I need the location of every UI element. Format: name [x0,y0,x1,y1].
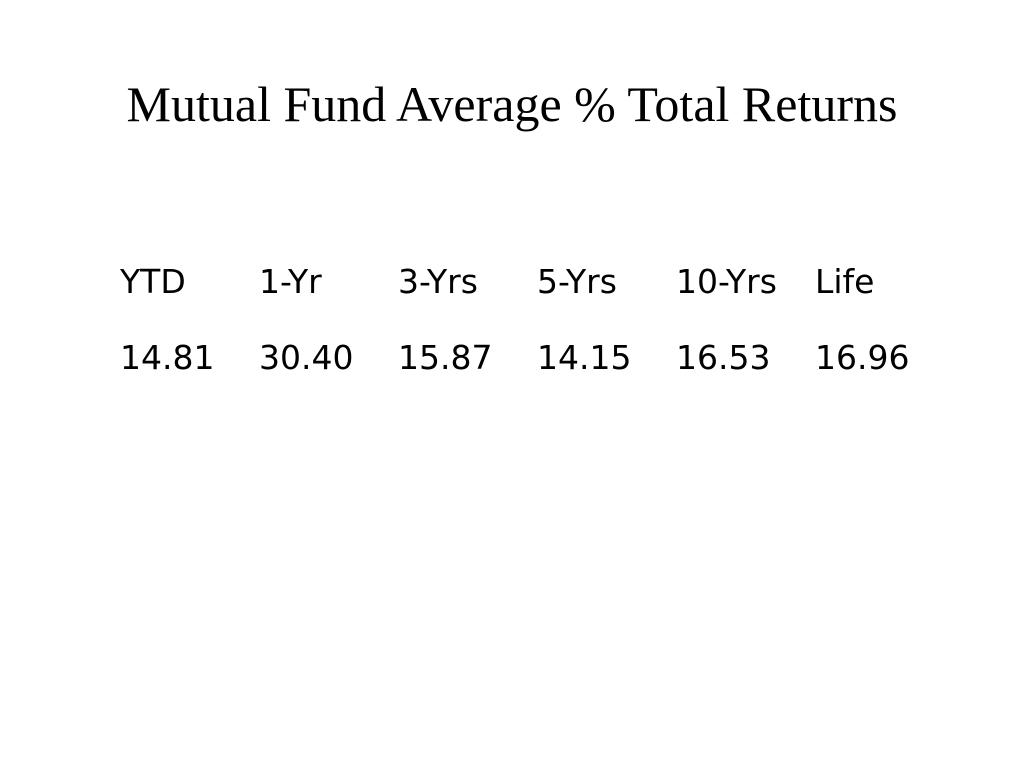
data-cell: 15.87 [398,338,493,377]
data-cell: 14.81 [120,338,215,377]
header-row: YTD 1-Yr 3-Yrs 5-Yrs 10-Yrs Life [120,262,954,338]
data-cell: 16.96 [815,338,910,377]
header-cell: 5-Yrs [537,262,617,301]
data-cell: 14.15 [537,338,632,377]
header-cell: Life [815,262,875,301]
data-cell: 16.53 [676,338,771,377]
header-cell: 3-Yrs [398,262,478,301]
header-cell: 10-Yrs [676,262,777,301]
header-cell: YTD [120,262,186,301]
header-cell: 1-Yr [259,262,322,301]
slide-title: Mutual Fund Average % Total Returns [126,76,898,132]
data-cell: 30.40 [259,338,354,377]
data-row: 14.81 30.40 15.87 14.15 16.53 16.96 [120,338,954,414]
returns-table: YTD 1-Yr 3-Yrs 5-Yrs 10-Yrs Life 14.81 30.40 15.… [120,262,954,414]
